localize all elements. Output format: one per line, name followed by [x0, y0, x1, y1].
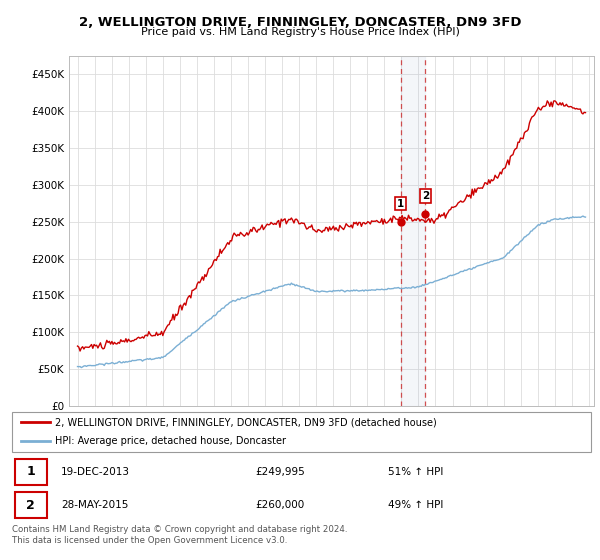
Text: 1: 1	[26, 465, 35, 478]
Text: 28-MAY-2015: 28-MAY-2015	[61, 501, 128, 510]
Text: Price paid vs. HM Land Registry's House Price Index (HPI): Price paid vs. HM Land Registry's House …	[140, 27, 460, 37]
FancyBboxPatch shape	[15, 492, 47, 519]
Text: £260,000: £260,000	[255, 501, 304, 510]
Text: 1: 1	[397, 199, 404, 208]
Text: £249,995: £249,995	[255, 467, 305, 477]
Text: HPI: Average price, detached house, Doncaster: HPI: Average price, detached house, Donc…	[55, 436, 286, 446]
Text: 19-DEC-2013: 19-DEC-2013	[61, 467, 130, 477]
Bar	[401, 56, 425, 406]
Text: Contains HM Land Registry data © Crown copyright and database right 2024.
This d: Contains HM Land Registry data © Crown c…	[12, 525, 347, 545]
Text: 51% ↑ HPI: 51% ↑ HPI	[388, 467, 444, 477]
Text: 2: 2	[26, 499, 35, 512]
Text: 2, WELLINGTON DRIVE, FINNINGLEY, DONCASTER, DN9 3FD: 2, WELLINGTON DRIVE, FINNINGLEY, DONCAST…	[79, 16, 521, 29]
Text: 2, WELLINGTON DRIVE, FINNINGLEY, DONCASTER, DN9 3FD (detached house): 2, WELLINGTON DRIVE, FINNINGLEY, DONCAST…	[55, 417, 437, 427]
FancyBboxPatch shape	[12, 412, 591, 452]
Text: 2: 2	[422, 191, 429, 201]
FancyBboxPatch shape	[15, 459, 47, 485]
Text: 49% ↑ HPI: 49% ↑ HPI	[388, 501, 444, 510]
